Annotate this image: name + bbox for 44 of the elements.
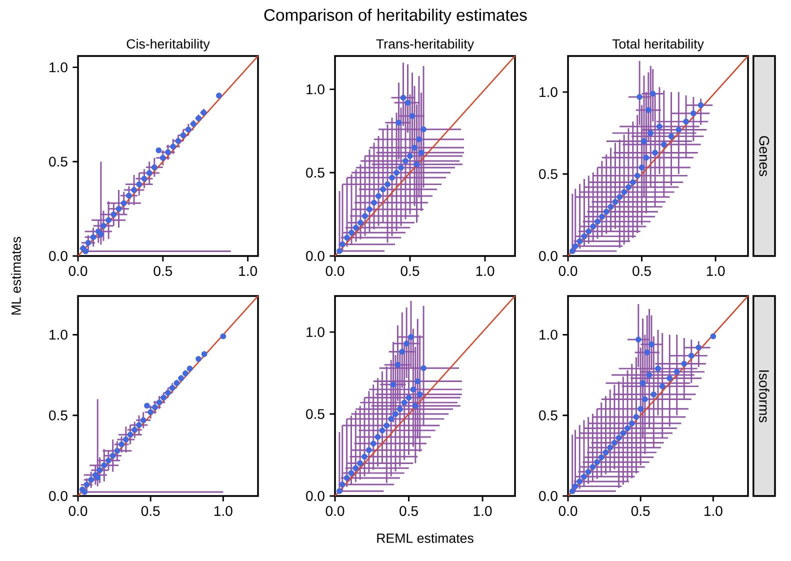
x-tick-label: 0.0: [68, 266, 88, 276]
text: Genes: [759, 136, 770, 176]
x-axis-title: REML estimates: [377, 533, 474, 543]
y-tick-label: 1.0: [306, 327, 324, 338]
x-tick-label: 0.0: [558, 266, 578, 276]
y-tick-label: 0.0: [539, 251, 558, 261]
x-tick-label: 0.0: [326, 266, 344, 276]
y-tick-label: 1.0: [306, 84, 324, 94]
x-tick-label: 0.0: [326, 506, 344, 516]
text: Comparison of heritability estimates: [264, 8, 527, 24]
y-tick-label: 0.5: [306, 168, 324, 178]
y-tick-label: 0.0: [306, 491, 324, 501]
x-tick-label: 0.0: [558, 506, 578, 516]
x-tick-label: 0.5: [154, 266, 172, 276]
y-tick-label: 0.5: [49, 410, 68, 420]
y-tick-label: 0.0: [49, 491, 68, 501]
y-tick-label: 0.0: [539, 491, 558, 501]
chart-title: Total heritability: [612, 38, 704, 52]
x-tick-label: 0.5: [141, 506, 160, 516]
y-tick-label: 0.5: [306, 409, 324, 419]
x-tick-label: 1.0: [239, 266, 257, 276]
y-tick-label: 1.0: [50, 62, 68, 72]
y-tick-label: 1.0: [540, 87, 558, 98]
y-tick-label: 0.0: [49, 251, 68, 261]
y-tick-label: 1.0: [50, 330, 68, 340]
x-tick-label: 1.0: [476, 266, 494, 276]
x-tick-label: 1.0: [474, 506, 492, 516]
y-tick-label: 1.0: [540, 330, 558, 340]
x-tick-label: 1.0: [704, 506, 722, 516]
y-tick-label: 0.0: [306, 251, 324, 261]
chart-title: Cis-heritability: [126, 38, 210, 52]
x-tick-label: 0.5: [632, 266, 651, 276]
x-tick-label: 1.0: [214, 506, 232, 516]
y-tick-label: 0.5: [539, 169, 558, 179]
text: Isoforms: [759, 370, 770, 422]
chart-title: Trans-heritability: [376, 38, 474, 52]
x-tick-label: 0.5: [631, 506, 650, 516]
y-tick-label: 0.5: [539, 410, 558, 420]
y-tick-label: 0.5: [49, 156, 68, 167]
x-tick-label: 0.5: [400, 506, 418, 516]
x-tick-label: 0.0: [68, 506, 88, 516]
y-axis-title: ML estimates: [11, 236, 21, 315]
x-tick-label: 1.0: [706, 266, 725, 276]
x-tick-label: 0.5: [400, 266, 420, 276]
